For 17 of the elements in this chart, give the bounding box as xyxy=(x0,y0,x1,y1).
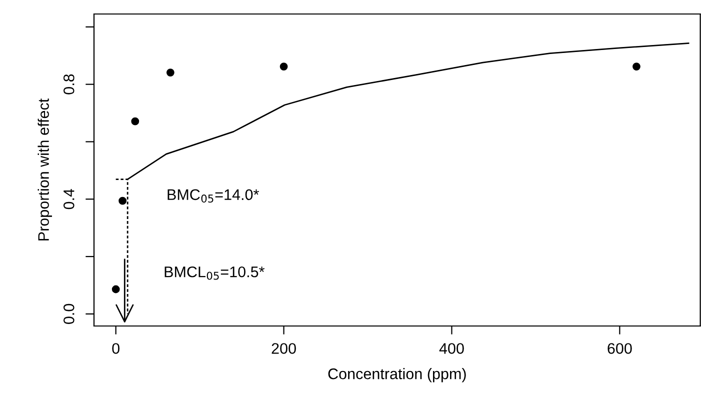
x-tick-label: 200 xyxy=(272,343,296,354)
y-tick-label: 0.8 xyxy=(63,74,74,94)
point xyxy=(166,68,174,77)
point xyxy=(131,117,140,126)
x-axis-title: Concentration (ppm) xyxy=(328,368,466,382)
x-tick-label: 600 xyxy=(608,343,632,354)
point xyxy=(632,62,640,70)
point xyxy=(112,285,120,294)
annotation: BMC$_{05}$=14.0* xyxy=(168,189,259,203)
x-tick-label: 0 xyxy=(112,343,120,354)
y-axis-title: Proportion with effect xyxy=(38,98,52,240)
y-tick-label: 0.4 xyxy=(63,188,74,210)
point xyxy=(280,62,288,70)
annotation: BMCL$_{05}$=10.5* xyxy=(164,266,265,280)
point xyxy=(118,196,127,205)
x-tick-label: 400 xyxy=(439,343,464,354)
y-tick-label: 0.0 xyxy=(63,304,74,324)
